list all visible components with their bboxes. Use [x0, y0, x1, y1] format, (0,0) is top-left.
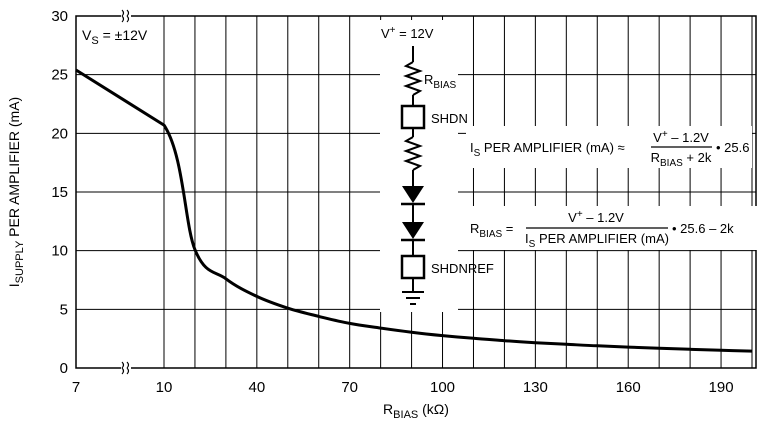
y-tick-label: 30 — [51, 8, 68, 25]
x-tick-label: 160 — [616, 379, 641, 396]
shdn-pin-box — [400, 104, 426, 130]
vplus-label: V+ = 12V — [381, 25, 434, 41]
x-tick-label: 7 — [72, 379, 80, 396]
axis-break-mark — [121, 361, 130, 375]
vs-label-bg — [79, 24, 149, 46]
y-axis-label: ISUPPLY PER AMPLIFIER (mA) — [6, 97, 26, 287]
x-tick-label: 10 — [156, 379, 173, 396]
rbias-resistor — [403, 61, 423, 96]
formula-rbias: RBIAS = V+ – 1.2V IS PER AMPLIFIER (mA) … — [470, 209, 734, 250]
diode-2 — [402, 222, 424, 239]
svg-text:• 25.6 – 2k: • 25.6 – 2k — [672, 221, 734, 236]
diode-1 — [402, 186, 424, 203]
y-tick-label: 25 — [51, 67, 68, 84]
plot-frame — [75, 15, 757, 369]
svg-text:RBIAS + 2k: RBIAS + 2k — [651, 150, 712, 169]
formula-supply-current: IS PER AMPLIFIER (mA) ≈ V+ – 1.2V RBIAS … — [470, 129, 749, 169]
x-tick-label: 130 — [523, 379, 548, 396]
bias-circuit-schematic: V+ = 12V RBIAS SHDN SHDNREF — [381, 25, 494, 305]
ground-icon — [402, 291, 424, 305]
y-tick-label: 0 — [60, 360, 68, 377]
x-axis-label: RBIAS (kΩ) — [383, 401, 449, 421]
y-tick-label: 5 — [60, 301, 68, 318]
rbias-label: RBIAS — [424, 72, 457, 91]
internal-resistor — [403, 136, 423, 171]
y-tick-labels: 0 5 10 15 20 25 30 — [51, 8, 68, 377]
shdnref-label: SHDNREF — [431, 261, 494, 276]
axis-break-gap — [121, 9, 131, 23]
axis-break-mark — [121, 9, 130, 23]
svg-text:RBIAS =: RBIAS = — [470, 221, 513, 240]
svg-text:IS PER AMPLIFIER (mA): IS PER AMPLIFIER (mA) — [525, 231, 669, 250]
y-tick-label: 15 — [51, 184, 68, 201]
series-line — [75, 68, 753, 353]
y-tick-label: 10 — [51, 243, 68, 260]
axis-break-marks — [121, 9, 131, 375]
shdnref-pin-box — [400, 254, 426, 280]
x-tick-label: 40 — [248, 379, 265, 396]
svg-text:IS PER AMPLIFIER (mA) ≈: IS PER AMPLIFIER (mA) ≈ — [470, 140, 625, 159]
vs-annotation: VS = ±12V — [82, 27, 148, 47]
x-tick-labels: 7 10 40 70 100 130 160 190 — [72, 379, 734, 396]
shdn-label: SHDN — [431, 111, 468, 126]
axis-break-gap — [121, 361, 131, 375]
x-tick-label: 190 — [709, 379, 734, 396]
x-tick-label: 70 — [341, 379, 358, 396]
svg-text:V+ – 1.2V: V+ – 1.2V — [653, 129, 709, 145]
svg-text:• 25.6: • 25.6 — [716, 140, 749, 155]
y-tick-label: 20 — [51, 125, 68, 142]
svg-text:V+ – 1.2V: V+ – 1.2V — [568, 209, 624, 225]
x-tick-label: 100 — [430, 379, 455, 396]
